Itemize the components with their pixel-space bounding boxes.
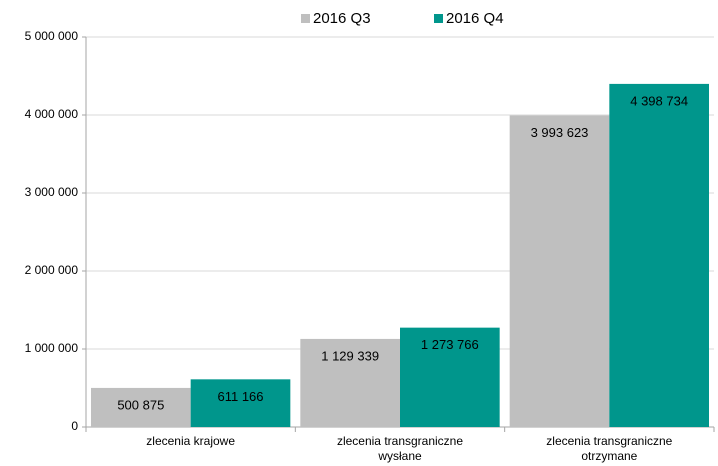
value-label: 1 129 339 [321, 348, 379, 363]
y-tick-label: 0 [71, 419, 78, 433]
y-tick-label: 2 000 000 [25, 263, 79, 277]
y-tick-label: 4 000 000 [25, 107, 79, 121]
y-tick-label: 3 000 000 [25, 185, 79, 199]
x-tick-label: zlecenia transgraniczne wysłane [336, 434, 464, 463]
value-label: 611 166 [217, 389, 263, 404]
legend-label: 2016 Q4 [446, 10, 504, 27]
y-tick-label: 1 000 000 [25, 341, 79, 355]
bar [190, 379, 291, 427]
legend-swatch [434, 14, 443, 23]
legend-label: 2016 Q3 [313, 10, 371, 27]
x-tick-label: zlecenia transgraniczne otrzymane [546, 434, 673, 463]
value-label: 4 398 734 [630, 93, 688, 108]
bar [509, 115, 610, 427]
bar [609, 83, 709, 428]
value-label: 1 273 766 [421, 337, 479, 352]
bar [400, 327, 500, 427]
bar [300, 338, 400, 427]
bar [91, 387, 191, 427]
value-label: 3 993 623 [531, 125, 589, 140]
x-tick-label: zlecenia krajowe [146, 434, 236, 448]
legend-swatch [301, 14, 310, 23]
y-tick-label: 5 000 000 [25, 29, 79, 43]
value-label: 500 875 [117, 397, 164, 412]
